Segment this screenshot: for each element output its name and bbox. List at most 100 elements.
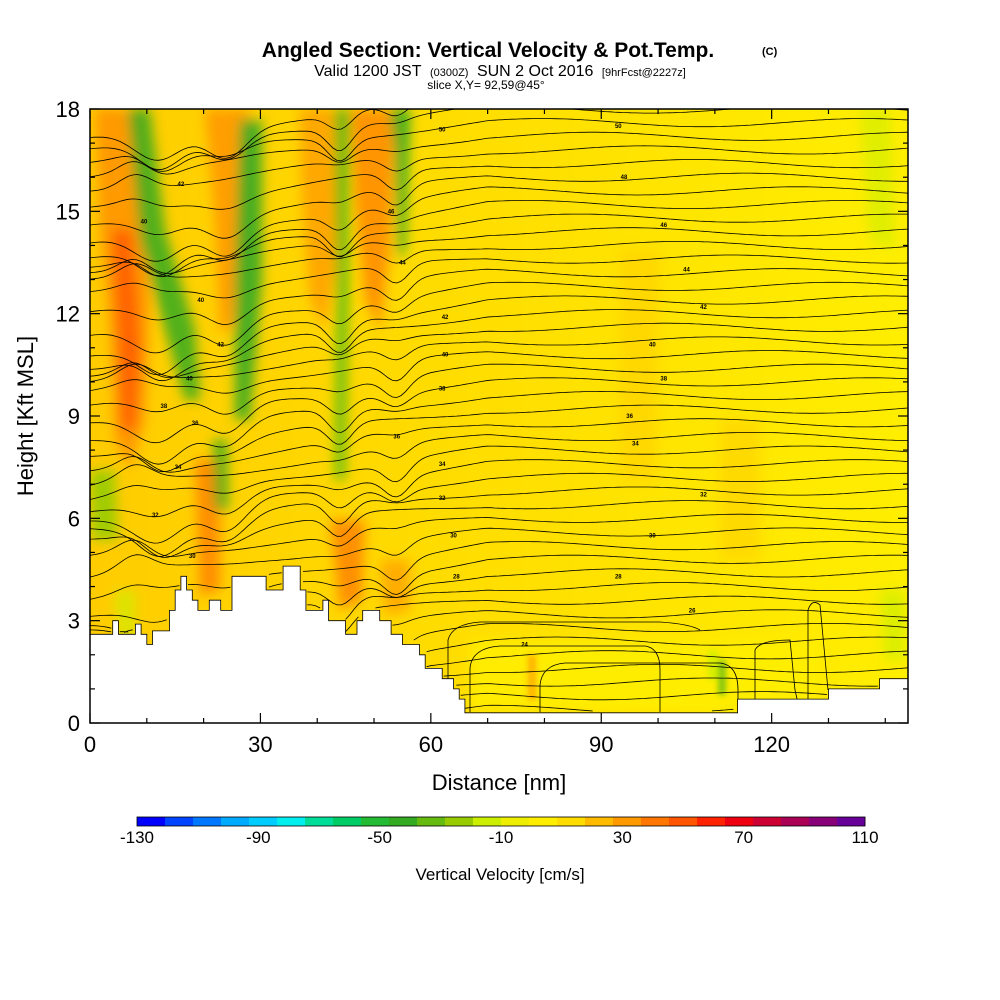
isentrope-label: 32 xyxy=(700,492,707,498)
isentrope-label: 34 xyxy=(439,462,446,468)
isentrope-label: 46 xyxy=(388,209,395,215)
subtitle-forecast: [9hrFcst@2227z] xyxy=(602,67,686,79)
isentrope-line xyxy=(90,336,908,382)
y-tick-label: 6 xyxy=(68,506,80,531)
low-level-contours xyxy=(447,602,829,713)
isentrope-line xyxy=(426,636,908,653)
isentrope-line xyxy=(413,623,908,641)
x-tick-label: 0 xyxy=(84,732,96,757)
y-tick-label: 9 xyxy=(68,404,80,429)
closed-contour xyxy=(754,639,801,713)
isentrope-label: 38 xyxy=(439,387,446,393)
isentrope-label: 34 xyxy=(632,441,639,447)
weak-downdraft xyxy=(115,590,135,640)
subtitle-valid: Valid 1200 JST xyxy=(314,63,422,80)
small-updraft-cell xyxy=(528,655,536,700)
colorbar-swatch xyxy=(305,817,334,826)
colorbar-swatch xyxy=(221,817,250,826)
isentrope-line xyxy=(90,418,908,473)
isentrope-line xyxy=(90,186,908,262)
chart-title-unit: (C) xyxy=(762,46,778,58)
colorbar-swatch xyxy=(277,817,306,826)
isentrope-label: 48 xyxy=(621,175,628,181)
isentrope-label: 28 xyxy=(453,574,460,580)
colorbar-swatch xyxy=(249,817,278,826)
isentrope-line xyxy=(90,145,908,192)
colorbar-tick-label: -90 xyxy=(246,828,271,847)
isentrope-label: 40 xyxy=(442,353,449,359)
colorbar-swatch xyxy=(641,817,670,826)
colorbar-swatch xyxy=(501,817,530,826)
closed-contour xyxy=(447,621,701,712)
isentrope-label: 42 xyxy=(442,315,449,321)
colorbar-swatch xyxy=(725,817,754,826)
updraft-low xyxy=(330,520,365,610)
colorbar-swatch xyxy=(753,817,782,826)
velocity-field-details xyxy=(528,650,726,700)
closed-contour xyxy=(539,662,739,712)
isentrope-label: 32 xyxy=(439,496,446,502)
isentrope-label: 30 xyxy=(649,533,656,539)
isentrope-label: 30 xyxy=(189,554,196,560)
colorbar-swatch xyxy=(389,817,418,826)
isentrope-line xyxy=(90,582,908,633)
isentrope-label: 36 xyxy=(192,421,199,427)
colorbar-swatch xyxy=(193,817,222,826)
isentrope-line xyxy=(90,159,908,210)
isentropes xyxy=(90,109,908,712)
colorbar-swatch xyxy=(557,817,586,826)
downdraft-band xyxy=(90,470,118,540)
closed-contour xyxy=(807,602,829,712)
isentrope-label: 38 xyxy=(660,376,667,382)
subtitle-date: SUN 2 Oct 2016 xyxy=(477,63,594,80)
colorbar-swatch xyxy=(613,817,642,826)
colorbar xyxy=(136,816,866,827)
isentrope-label: 36 xyxy=(626,414,633,420)
isentrope-label: 40 xyxy=(649,342,656,348)
isentrope-line xyxy=(90,472,908,544)
x-axis-title: Distance [nm] xyxy=(432,770,567,795)
isentrope-line xyxy=(90,241,908,280)
isentrope-line xyxy=(90,254,908,299)
isentrope-line xyxy=(426,650,908,668)
isentrope-line xyxy=(90,404,908,473)
chart-subtitle: Valid 1200 JST (0300Z) SUN 2 Oct 2016 [9… xyxy=(314,63,686,80)
isentrope-label: 42 xyxy=(217,342,224,348)
isentrope-label: 50 xyxy=(439,127,446,133)
small-downdraft-cell xyxy=(718,660,726,695)
isentrope-line xyxy=(90,568,908,629)
isentrope-labels: 40 42 40 42 40 38 36 34 32 30 46 44 50 42 40 38 36 34 32 30… xyxy=(141,124,708,648)
x-tick-label: 30 xyxy=(248,732,272,757)
isentrope-line xyxy=(90,459,908,518)
slice-label: slice X,Y= 92,59@45° xyxy=(427,78,545,92)
colorbar-tick-label: -50 xyxy=(367,828,392,847)
terrain-mask xyxy=(90,565,908,723)
isentrope-line xyxy=(90,281,908,354)
isentrope-line xyxy=(90,513,908,557)
y-tick-label: 18 xyxy=(56,97,80,122)
isentrope-line xyxy=(90,309,908,382)
colorbar-title: Vertical Velocity [cm/s] xyxy=(415,865,584,884)
isentrope-label: 34 xyxy=(175,465,182,471)
isentrope-label: 30 xyxy=(450,533,457,539)
downdraft-band xyxy=(128,109,200,400)
colorbar-swatch xyxy=(417,817,446,826)
isentrope-line xyxy=(90,109,908,171)
isentrope-label: 44 xyxy=(399,261,406,267)
closed-contour xyxy=(469,645,661,712)
isentrope-label: 36 xyxy=(393,434,400,440)
isentrope-label: 42 xyxy=(700,305,707,311)
isentrope-label: 40 xyxy=(141,220,148,226)
isentrope-line xyxy=(90,390,908,465)
colorbar-swatch xyxy=(669,817,698,826)
downdraft-band xyxy=(390,109,410,260)
isentrope-line xyxy=(119,595,908,633)
colorbar-tick-label: -130 xyxy=(120,828,154,847)
isentrope-line xyxy=(90,295,908,376)
colorbar-swatch xyxy=(137,817,166,826)
colorbar-swatch xyxy=(585,817,614,826)
y-tick-label: 3 xyxy=(68,609,80,634)
y-tick-label: 15 xyxy=(56,199,80,224)
isentrope-label: 24 xyxy=(521,643,528,649)
